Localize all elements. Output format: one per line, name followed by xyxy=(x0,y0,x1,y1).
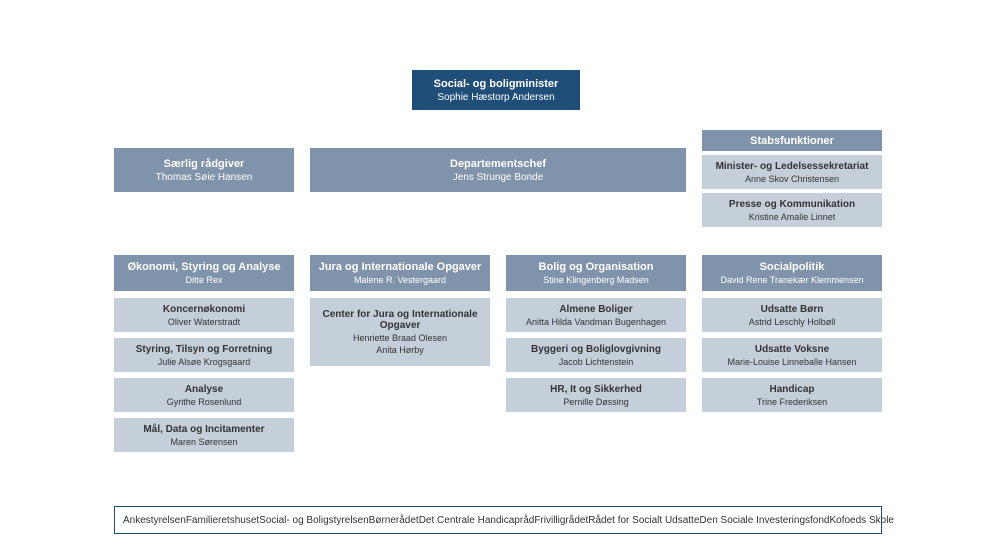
footer-agencies: AnkestyrelsenFamilieretshusetSocial- og … xyxy=(114,506,882,534)
level2-box: Departementschef Jens Strunge Bonde xyxy=(310,148,686,192)
box-name: Trine Frederiksen xyxy=(757,397,827,407)
sub-box: Analyse Gyrithe Rosenlund xyxy=(114,378,294,412)
box-name: Gyrithe Rosenlund xyxy=(167,397,242,407)
box-name: Marie-Louise Linneballe Hansen xyxy=(727,357,856,367)
box-name: Pernille Døssing xyxy=(563,397,629,407)
footer-item: Kofoeds Skole xyxy=(829,515,894,526)
sub-box: Almene Boliger Anitta Hilda Vandman Bugen… xyxy=(506,298,686,332)
column-header: Jura og Internationale Opgaver Malene R. … xyxy=(310,255,490,291)
box-title: Jura og Internationale Opgaver xyxy=(319,261,482,273)
box-title: Koncernøkonomi xyxy=(163,304,245,315)
box-name: Jens Strunge Bonde xyxy=(453,172,544,183)
box-name: David Rene Tranekær Klemmensen xyxy=(720,275,863,285)
column-header: Økonomi, Styring og Analyse Ditte Rex xyxy=(114,255,294,291)
footer-item: Det Centrale Handicapråd xyxy=(419,515,535,526)
box-name: Julie Alsøe Krogsgaard xyxy=(158,357,251,367)
box-title: Socialpolitik xyxy=(760,261,825,273)
box-title: Økonomi, Styring og Analyse xyxy=(127,261,280,273)
box-title: Presse og Kommunikation xyxy=(729,199,855,210)
stabs-header: Stabsfunktioner xyxy=(702,130,882,151)
footer-item: Børnerådet xyxy=(369,515,419,526)
footer-item: Social- og Boligstyrelsen xyxy=(259,515,369,526)
box-name: Astrid Leschly Holbøll xyxy=(749,317,836,327)
box-title: Udsatte Voksne xyxy=(755,344,829,355)
box-name: Anitta Hilda Vandman Bugenhagen xyxy=(526,317,666,327)
box-title: Bolig og Organisation xyxy=(539,261,654,273)
stabs-sub: Presse og Kommunikation Kristine Amalie L… xyxy=(702,193,882,227)
box-title: Stabsfunktioner xyxy=(750,135,834,147)
sub-box: Handicap Trine Frederiksen xyxy=(702,378,882,412)
box-title: Departementschef xyxy=(450,158,546,170)
box-title: Handicap xyxy=(769,384,814,395)
box-name: Jacob Lichtenstein xyxy=(559,357,634,367)
box-title: Særlig rådgiver xyxy=(164,158,245,170)
footer-item: Den Sociale Investeringsfond xyxy=(699,515,829,526)
sub-box: Styring, Tilsyn og Forretning Julie Alsøe… xyxy=(114,338,294,372)
box-name: Anita Hørby xyxy=(376,345,424,355)
box-name: Malene R. Vestergaard xyxy=(354,275,446,285)
box-title: Social- og boligminister xyxy=(434,78,559,90)
footer-item: Familieretshuset xyxy=(186,515,259,526)
level2-box: Særlig rådgiver Thomas Søie Hansen xyxy=(114,148,294,192)
box-title: Analyse xyxy=(185,384,223,395)
box-name: Sophie Hæstorp Andersen xyxy=(437,92,554,103)
box-name: Henriette Braad Olesen xyxy=(353,333,447,343)
box-name: Stine Klingenberg Madsen xyxy=(543,275,649,285)
footer-item: Rådet for Socialt Udsatte xyxy=(588,515,699,526)
sub-box: Udsatte Voksne Marie-Louise Linneballe Ha… xyxy=(702,338,882,372)
column-header: Socialpolitik David Rene Tranekær Klemmen… xyxy=(702,255,882,291)
sub-box: Koncernøkonomi Oliver Waterstradt xyxy=(114,298,294,332)
box-name: Thomas Søie Hansen xyxy=(156,172,253,183)
box-title: Almene Boliger xyxy=(559,304,632,315)
box-title: Styring, Tilsyn og Forretning xyxy=(136,344,273,355)
minister-box: Social- og boligminister Sophie Hæstorp A… xyxy=(412,70,580,110)
sub-box: HR, It og Sikkerhed Pernille Døssing xyxy=(506,378,686,412)
box-title: Byggeri og Boliglovgivning xyxy=(531,344,661,355)
stabs-sub: Minister- og Ledelsessekretariat Anne Sko… xyxy=(702,155,882,189)
column-header: Bolig og Organisation Stine Klingenberg M… xyxy=(506,255,686,291)
sub-box: Center for Jura og Internationale Opgave… xyxy=(310,298,490,366)
sub-box: Mål, Data og Incitamenter Maren Sørensen xyxy=(114,418,294,452)
box-title: HR, It og Sikkerhed xyxy=(550,384,642,395)
box-name: Maren Sørensen xyxy=(170,437,237,447)
box-title: Udsatte Børn xyxy=(761,304,824,315)
box-title: Center for Jura og Internationale Opgave… xyxy=(316,309,484,331)
box-name: Ditte Rex xyxy=(185,275,222,285)
box-name: Anne Skov Christensen xyxy=(745,174,839,184)
sub-box: Udsatte Børn Astrid Leschly Holbøll xyxy=(702,298,882,332)
footer-item: Ankestyrelsen xyxy=(123,515,186,526)
box-title: Mål, Data og Incitamenter xyxy=(143,424,264,435)
footer-item: Frivilligrådet xyxy=(534,515,588,526)
box-title: Minister- og Ledelsessekretariat xyxy=(716,161,869,172)
box-name: Oliver Waterstradt xyxy=(168,317,240,327)
sub-box: Byggeri og Boliglovgivning Jacob Lichtens… xyxy=(506,338,686,372)
box-name: Kristine Amalie Linnet xyxy=(749,212,836,222)
